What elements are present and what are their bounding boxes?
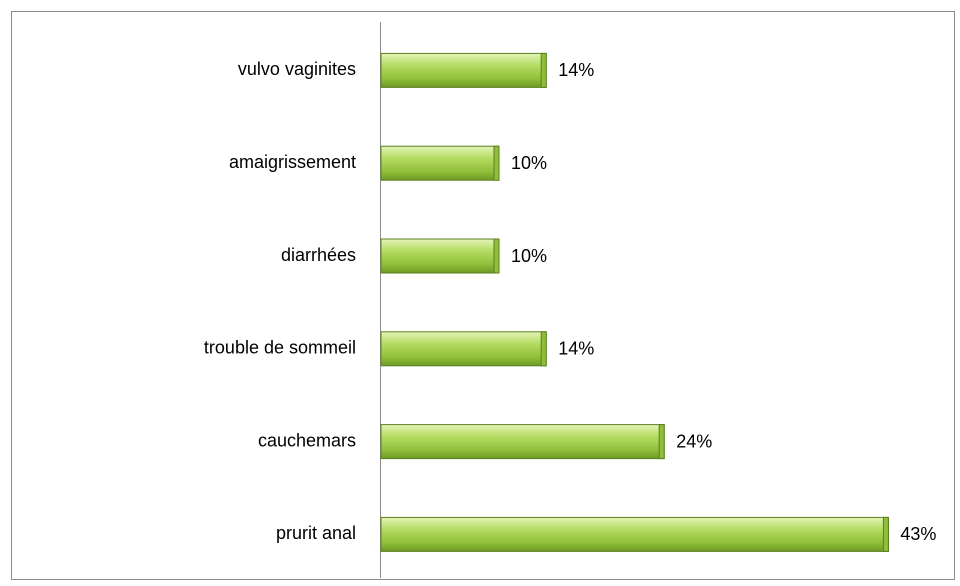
bar: [380, 424, 665, 460]
bar: [380, 516, 889, 552]
data-label: 10%: [511, 246, 547, 266]
y-tick-label: amaigrissement: [229, 152, 356, 172]
data-label: 24%: [676, 431, 712, 451]
y-tick-label: prurit anal: [276, 523, 356, 543]
bar: [380, 52, 547, 88]
bar-end: [493, 238, 500, 274]
y-tick-label: vulvo vaginites: [238, 59, 356, 79]
data-label: 10%: [511, 153, 547, 173]
chart-frame: [11, 11, 955, 580]
data-label: 43%: [900, 524, 936, 544]
bar: [380, 331, 547, 367]
y-tick-label: trouble de sommeil: [204, 338, 356, 358]
bar-end: [493, 145, 500, 181]
bar: [380, 145, 500, 181]
y-tick-label: diarrhées: [281, 245, 356, 265]
bar-end: [882, 516, 889, 552]
y-tick-label: cauchemars: [258, 430, 356, 450]
data-label: 14%: [558, 60, 594, 80]
bar: [380, 238, 500, 274]
bar-end: [658, 424, 665, 460]
bar-end: [540, 331, 547, 367]
data-label: 14%: [558, 339, 594, 359]
bar-end: [540, 52, 547, 88]
